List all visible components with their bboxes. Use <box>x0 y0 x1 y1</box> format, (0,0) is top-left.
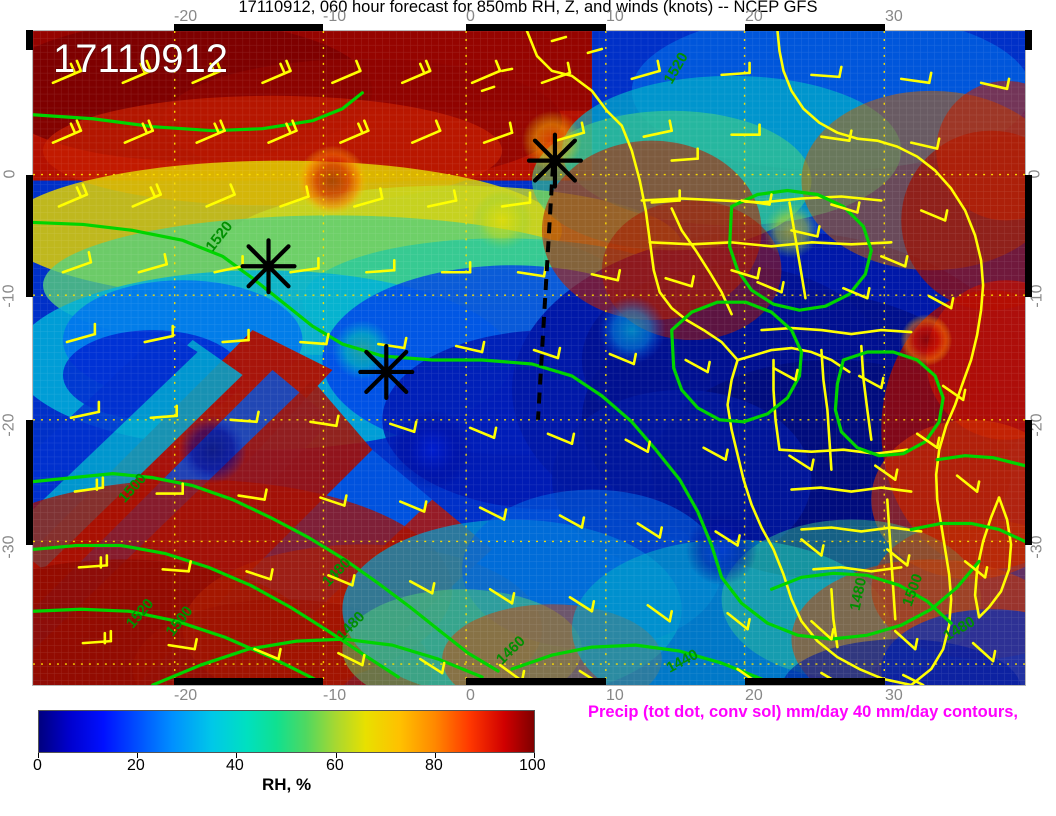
chart-title: 17110912, 060 hour forecast for 850mb RH… <box>238 0 818 16</box>
x-tick-top-0: -20 <box>174 8 198 25</box>
axis-frame-left-seg-2 <box>26 420 33 545</box>
y-tick-left-2: -20 <box>0 413 18 437</box>
axis-frame-top-seg-2 <box>466 24 606 31</box>
axis-frame-left-seg-0 <box>26 30 33 50</box>
colorbar-tick-5: 100 <box>519 757 546 774</box>
colorbar-tick-4: 80 <box>425 757 443 774</box>
station-marker-2 <box>358 343 415 400</box>
axis-frame-right-seg-2 <box>1025 420 1032 545</box>
y-tick-left-3: -30 <box>0 535 18 559</box>
y-tick-left-1: -10 <box>0 284 18 308</box>
axis-frame-top-seg-3 <box>745 24 885 31</box>
svg-text:1480: 1480 <box>847 576 871 612</box>
colorbar-tick-3: 60 <box>326 757 344 774</box>
x-tick-bottom-1: -10 <box>323 687 347 704</box>
coastlines-borders <box>480 31 1013 685</box>
station-marker-3 <box>526 132 583 189</box>
axis-frame-bottom-seg-1 <box>174 678 323 685</box>
rh-colorbar <box>38 710 535 753</box>
colorbar-tick-1: 20 <box>127 757 145 774</box>
x-tick-bottom-5: 30 <box>885 687 903 704</box>
x-tick-bottom-2: 0 <box>466 687 475 704</box>
colorbar-tick-2: 40 <box>226 757 244 774</box>
rh-field-image: 1520 1500 1480 1500 1480 1460 1440 1520 … <box>33 31 1025 685</box>
x-tick-bottom-0: -20 <box>174 687 198 704</box>
colorbar-tickmark-0 <box>38 753 39 758</box>
colorbar-tickmark-4 <box>435 753 436 758</box>
station-markers <box>240 132 583 400</box>
x-tick-top-5: 30 <box>885 8 903 25</box>
colorbar-axis-label: RH, % <box>261 775 312 794</box>
x-tick-top-4: 20 <box>745 8 763 25</box>
colorbar-tickmark-1 <box>137 753 138 758</box>
axis-frame-bottom-seg-2 <box>466 678 606 685</box>
colorbar-tickmark-5 <box>534 753 535 758</box>
station-marker-1 <box>240 238 297 295</box>
transect-dashed-line <box>535 165 555 420</box>
x-tick-top-1: -10 <box>323 8 347 25</box>
x-tick-bottom-3: 10 <box>606 687 624 704</box>
colorbar-tickmark-3 <box>336 753 337 758</box>
wind-barbs <box>51 59 1011 685</box>
x-tick-top-2: 0 <box>466 8 475 25</box>
height-contours <box>33 91 1025 685</box>
y-tick-left-0: 0 <box>1 169 19 179</box>
colorbar-tick-0: 0 <box>33 757 42 774</box>
axis-frame-left-seg-1 <box>26 175 33 297</box>
axis-frame-right-seg-1 <box>1025 175 1032 297</box>
axis-frame-bottom-seg-3 <box>745 678 885 685</box>
colorbar-tickmark-2 <box>236 753 237 758</box>
axis-frame-right-seg-0 <box>1025 30 1032 50</box>
precip-annotation: Precip (tot dot, conv sol) mm/day 40 mm/… <box>588 703 1018 721</box>
x-tick-top-3: 10 <box>606 8 624 25</box>
x-tick-bottom-4: 20 <box>745 687 763 704</box>
map-plot-area[interactable]: 1520 1500 1480 1500 1480 1460 1440 1520 … <box>32 30 1026 686</box>
date-stamp-overlay: 17110912 <box>53 37 228 81</box>
axis-frame-top-seg-1 <box>174 24 323 31</box>
